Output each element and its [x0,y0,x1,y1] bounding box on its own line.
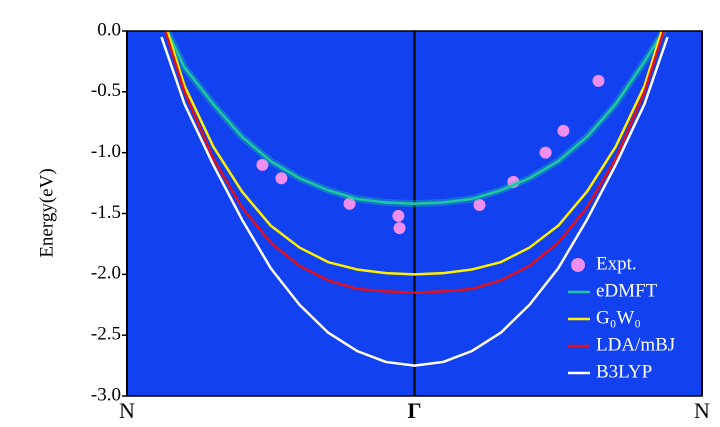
legend-label: eDMFT [596,280,658,301]
plot-frame [126,30,703,397]
point [473,198,486,211]
legend-marker [571,258,585,272]
point [343,197,356,210]
x-tick-label: Γ [408,398,422,423]
legend-label: Expt. [596,253,637,274]
y-tick-label: 0.0 [97,19,121,40]
line [164,31,665,294]
x-tick-label: N [694,398,710,423]
y-tick-label: -0.5 [91,80,121,101]
y-tick-label: -1.0 [91,141,121,162]
x-tick-label: N [119,398,135,423]
line [160,36,669,367]
point [557,124,570,137]
legend-label: G₀W₀ [596,307,641,328]
point [393,222,406,235]
y-tick-label: -3.0 [91,384,121,405]
point [592,74,605,87]
point [256,158,269,171]
legend-label: LDA/mBJ [596,334,675,355]
point [392,209,405,222]
plot-area [160,31,669,396]
line [165,31,664,276]
line [165,31,666,206]
y-tick-label: -1.5 [91,202,121,223]
point [275,172,288,185]
y-tick-label: -2.5 [91,324,121,345]
legend-label: B3LYP [596,361,652,382]
y-tick-label: -2.0 [91,263,121,284]
point [539,146,552,159]
y-axis-label: Energy(eV) [36,168,57,257]
